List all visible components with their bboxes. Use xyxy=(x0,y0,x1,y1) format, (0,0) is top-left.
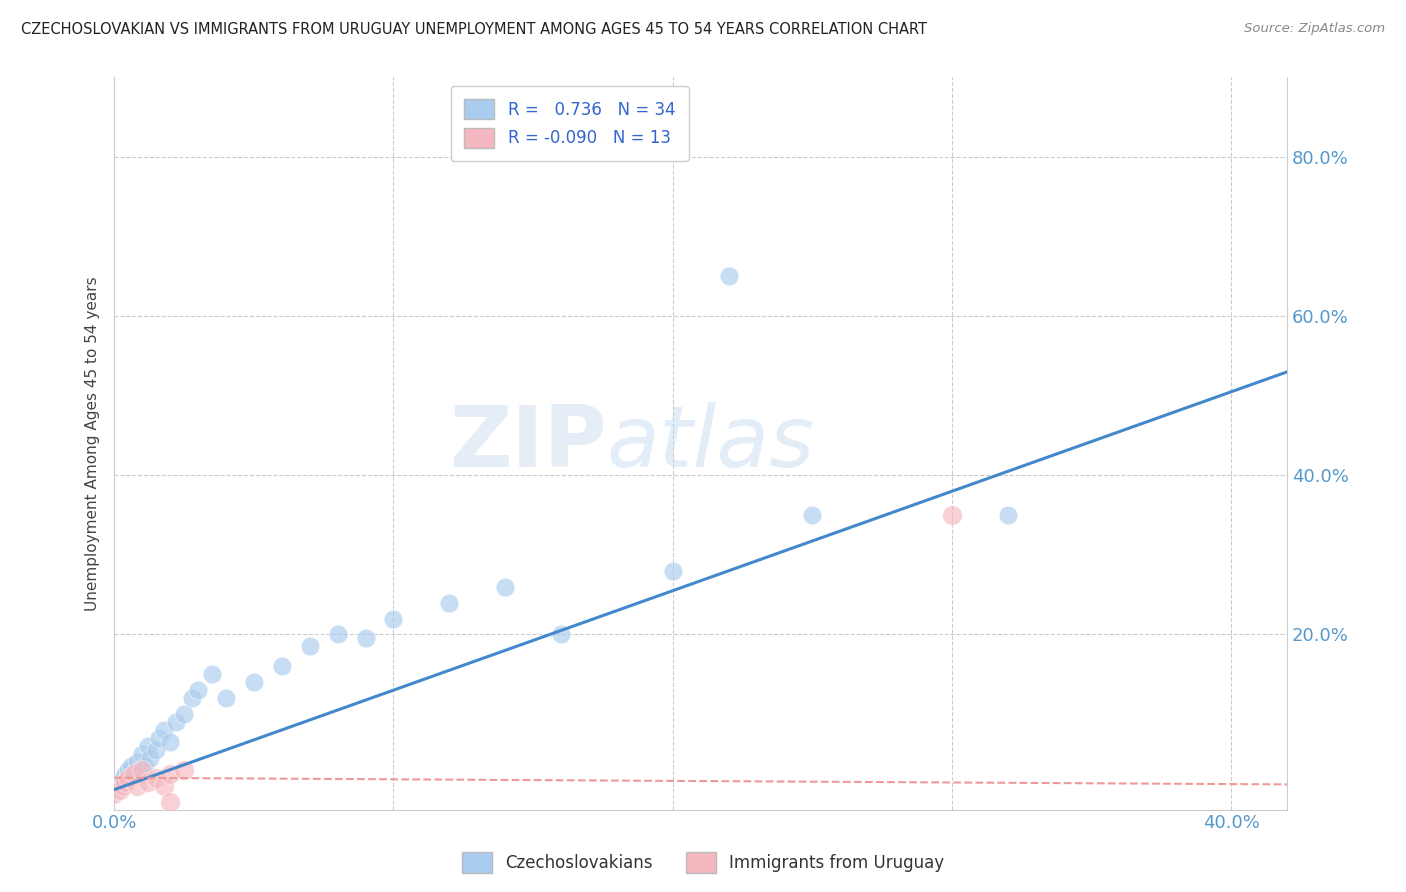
Point xyxy=(181,691,204,706)
Point xyxy=(145,743,167,757)
Point xyxy=(354,632,377,646)
Point xyxy=(122,766,145,780)
Point xyxy=(326,627,349,641)
Text: ZIP: ZIP xyxy=(449,402,607,485)
Point xyxy=(111,779,134,793)
Point xyxy=(108,782,131,797)
Point xyxy=(108,774,131,789)
Point xyxy=(111,771,134,785)
Point xyxy=(128,763,150,777)
Point xyxy=(801,508,824,522)
Point xyxy=(243,675,266,690)
Point xyxy=(136,739,159,753)
Point xyxy=(103,787,125,801)
Point xyxy=(439,596,461,610)
Point xyxy=(187,683,209,698)
Point xyxy=(131,747,153,761)
Point xyxy=(153,723,176,737)
Point xyxy=(717,269,740,284)
Point xyxy=(117,771,139,785)
Point xyxy=(122,766,145,780)
Point xyxy=(165,714,187,729)
Point xyxy=(173,707,195,722)
Legend: Czechoslovakians, Immigrants from Uruguay: Czechoslovakians, Immigrants from Urugua… xyxy=(456,846,950,880)
Point xyxy=(117,763,139,777)
Point xyxy=(494,580,516,594)
Point xyxy=(997,508,1019,522)
Text: atlas: atlas xyxy=(607,402,815,485)
Point xyxy=(125,755,148,769)
Point xyxy=(159,795,181,809)
Y-axis label: Unemployment Among Ages 45 to 54 years: Unemployment Among Ages 45 to 54 years xyxy=(86,277,100,611)
Point xyxy=(153,779,176,793)
Point xyxy=(134,758,156,772)
Point xyxy=(120,758,142,772)
Point xyxy=(941,508,963,522)
Point xyxy=(148,731,170,745)
Point xyxy=(136,774,159,789)
Point xyxy=(145,771,167,785)
Point xyxy=(382,611,405,625)
Point xyxy=(661,564,683,578)
Point xyxy=(201,667,224,681)
Point xyxy=(114,774,136,789)
Point xyxy=(215,691,238,706)
Point xyxy=(159,766,181,780)
Point xyxy=(159,735,181,749)
Text: Source: ZipAtlas.com: Source: ZipAtlas.com xyxy=(1244,22,1385,36)
Point xyxy=(270,659,292,673)
Point xyxy=(139,751,162,765)
Legend: R =   0.736   N = 34, R = -0.090   N = 13: R = 0.736 N = 34, R = -0.090 N = 13 xyxy=(451,86,689,161)
Point xyxy=(103,779,125,793)
Point xyxy=(550,627,572,641)
Point xyxy=(173,763,195,777)
Point xyxy=(125,779,148,793)
Point xyxy=(114,766,136,780)
Point xyxy=(298,640,321,654)
Point xyxy=(131,763,153,777)
Text: CZECHOSLOVAKIAN VS IMMIGRANTS FROM URUGUAY UNEMPLOYMENT AMONG AGES 45 TO 54 YEAR: CZECHOSLOVAKIAN VS IMMIGRANTS FROM URUGU… xyxy=(21,22,927,37)
